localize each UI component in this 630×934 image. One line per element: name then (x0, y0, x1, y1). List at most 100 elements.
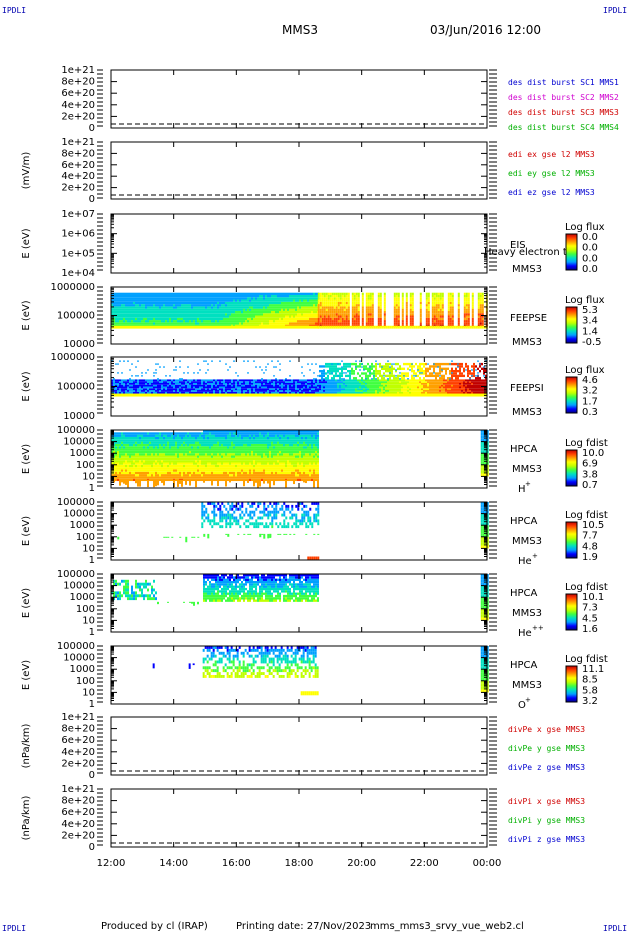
heatmap-cell (135, 322, 137, 325)
heatmap-cell (255, 308, 257, 311)
heatmap-cell (377, 384, 379, 387)
heatmap-cell (329, 315, 332, 318)
y-tick-label: 2e+20 (61, 111, 95, 122)
heatmap-cell (231, 308, 233, 311)
heatmap-cell (463, 322, 466, 325)
heatmap-cell (319, 292, 322, 295)
heatmap-cell (421, 388, 423, 391)
heatmap-cell (115, 381, 117, 383)
heatmap-cell (165, 308, 167, 311)
heatmap-cell (381, 379, 383, 382)
heatmap-cell (471, 292, 474, 295)
heatmap-cell (431, 297, 434, 300)
heatmap-cell (351, 388, 353, 391)
heatmap-cell (407, 391, 409, 394)
heatmap-cell (471, 301, 474, 305)
heatmap-cell (113, 378, 115, 380)
heatmap-cell (219, 325, 221, 329)
heatmap-cell (255, 322, 257, 325)
heatmap-cell (327, 390, 329, 392)
heatmap-cell (219, 391, 221, 394)
heatmap-cell (433, 320, 436, 323)
heatmap-cell (237, 317, 239, 321)
heatmap-cell (389, 325, 392, 329)
heatmap-cell (257, 391, 259, 394)
heatmap-cell (165, 310, 167, 314)
heatmap-cell (435, 308, 438, 311)
heatmap-cell (291, 292, 293, 295)
heatmap-cell (217, 299, 219, 302)
heatmap-cell (169, 292, 171, 295)
heatmap-cell (239, 304, 241, 307)
heatmap-cell (399, 386, 401, 389)
heatmap-cell (419, 369, 421, 373)
heatmap-cell (323, 308, 326, 311)
heatmap-cell (159, 379, 161, 382)
heatmap-cell (129, 382, 131, 385)
heatmap-cell (339, 367, 341, 370)
heatmap-cell (219, 382, 221, 385)
heatmap-cell (117, 386, 119, 389)
heatmap-cell (249, 294, 251, 298)
heatmap-cell (215, 390, 217, 392)
heatmap-cell (299, 386, 301, 389)
heatmap-cell (189, 386, 191, 389)
heatmap-cell (209, 393, 211, 397)
heatmap-cell (167, 384, 169, 387)
heatmap-cell (271, 320, 273, 323)
y-axis-label: (mV/m) (21, 152, 32, 190)
heatmap-cell (403, 386, 405, 389)
heatmap-cell (171, 306, 173, 309)
heatmap-cell (251, 391, 253, 394)
heatmap-cell (293, 384, 295, 387)
heatmap-cell (267, 391, 269, 394)
heatmap-cell (225, 313, 227, 316)
heatmap-cell (465, 297, 468, 300)
heatmap-cell (323, 365, 325, 368)
heatmap-cell (177, 299, 179, 302)
heatmap-cell (251, 299, 253, 302)
heatmap-cell (123, 310, 125, 314)
heatmap-cell (345, 379, 347, 382)
heatmap-cell (363, 372, 365, 375)
heatmap-cell (339, 297, 342, 300)
heatmap-cell (173, 391, 175, 394)
heatmap-cell (433, 313, 436, 316)
heatmap-cell (441, 320, 444, 323)
heatmap-cell (433, 372, 435, 374)
heatmap-cell (355, 386, 357, 389)
heatmap-cell (113, 292, 115, 295)
heatmap-cell (177, 308, 179, 311)
heatmap-cell (363, 393, 365, 397)
heatmap-cell (317, 313, 320, 316)
heatmap-cell (305, 306, 307, 309)
heatmap-cell (183, 313, 185, 316)
heatmap-cell (263, 306, 265, 309)
heatmap-cell (477, 315, 480, 318)
heatmap-cell (351, 301, 354, 305)
heatmap-cell (155, 297, 157, 300)
heatmap-cell (305, 294, 307, 298)
heatmap-cell (259, 393, 261, 397)
heatmap-cell (481, 310, 484, 314)
heatmap-cell (219, 360, 221, 362)
heatmap-cell (143, 393, 145, 397)
heatmap-cell (429, 367, 431, 370)
heatmap-cell (385, 325, 388, 329)
heatmap-cell (295, 299, 297, 302)
heatmap-cell (351, 372, 353, 375)
heatmap-cell (173, 299, 175, 302)
heatmap-cell (213, 299, 215, 302)
heatmap-cell (119, 313, 121, 316)
heatmap-cell (425, 315, 428, 318)
heatmap-cell (231, 391, 233, 394)
heatmap-cell (283, 315, 285, 318)
heatmap-cell (201, 386, 203, 389)
heatmap-cell (331, 299, 334, 302)
heatmap-cell (465, 322, 468, 325)
heatmap-cell (339, 313, 342, 316)
heatmap-cell (329, 382, 331, 385)
heatmap-cell (149, 391, 151, 394)
heatmap-cell (441, 317, 444, 321)
heatmap-cell (115, 320, 117, 323)
